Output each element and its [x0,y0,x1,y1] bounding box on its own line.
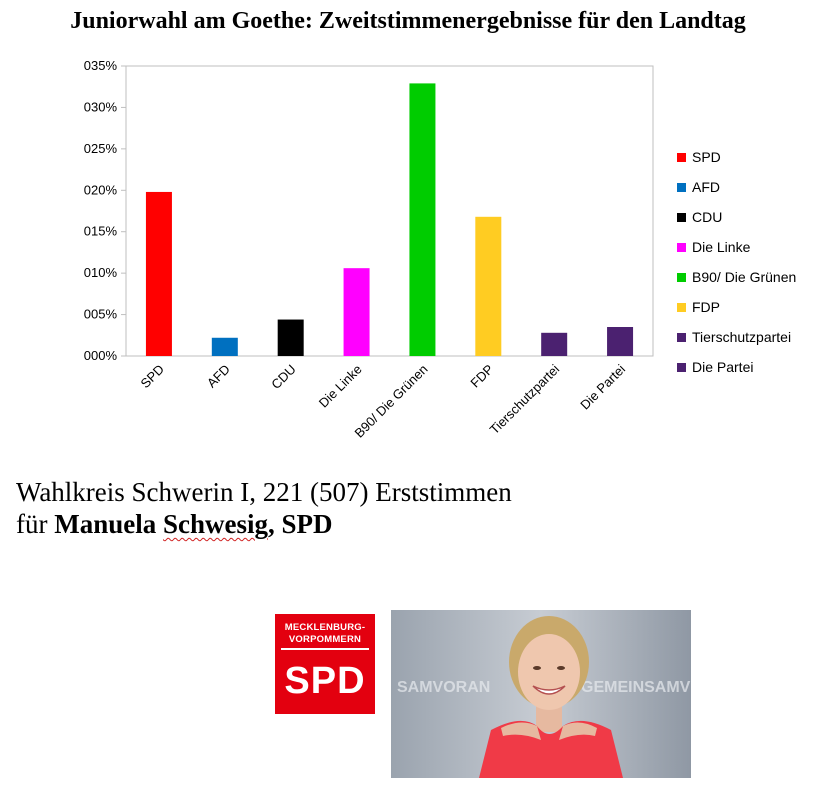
legend-swatch [677,182,686,192]
y-tick-label: 000% [84,348,118,363]
legend-item: Die Linke [677,232,796,262]
bar-tierschutzpartei [541,332,568,356]
legend-swatch [677,362,686,372]
x-tick-label: AFD [204,362,233,391]
logo-separator [281,648,369,650]
x-tick-label: Die Linke [316,362,365,411]
chart-legend: SPD AFD CDU Die Linke B90/ Die Grünen FDP Tier… [677,142,796,382]
y-tick-label: 035% [84,58,118,73]
x-tick-label: CDU [268,362,299,393]
candidate-last-name: Schwesig [163,509,269,539]
legend-label: Die Partei [692,359,754,375]
y-tick-label: 010% [84,265,118,280]
logo-line-1: MECKLENBURG- [284,622,366,633]
legend-item: Die Partei [677,352,796,382]
x-tick-label: Die Partei [577,361,628,412]
bar-cdu [277,319,304,356]
caption-prefix: für [16,509,55,539]
candidate-photo: SAMVORAN GEMEINSAMV [391,610,691,778]
spd-mv-logo: MECKLENBURG- VORPOMMERN SPD [275,614,375,714]
legend-item: B90/ Die Grünen [677,262,796,292]
bar-die-linke [343,268,370,356]
logo-mark: SPD [284,660,366,702]
candidate-party: , SPD [268,509,333,539]
legend-item: AFD [677,172,796,202]
legend-item: CDU [677,202,796,232]
legend-swatch [677,332,686,342]
legend-swatch [677,302,686,312]
legend-label: Die Linke [692,239,751,255]
legend-item: Tierschutzpartei [677,322,796,352]
bar-fdp [475,216,502,356]
caption-line-1: Wahlkreis Schwerin I, 221 (507) Erststim… [16,477,512,507]
bar-spd [145,191,172,356]
y-tick-label: 030% [84,99,118,114]
legend-label: SPD [692,149,721,165]
logo-line-2: VORPOMMERN [288,634,362,645]
legend-item: SPD [677,142,796,172]
bar-b90-die-gr-nen [409,83,436,357]
bar-afd [211,337,238,356]
chart-title: Juniorwahl am Goethe: Zweitstimmenergebn… [70,8,746,34]
photo-banner-right: GEMEINSAMV [581,679,691,696]
y-tick-label: 005% [84,307,118,322]
x-tick-label: FDP [467,362,496,391]
legend-label: B90/ Die Grünen [692,269,797,285]
bar-chart: 000% 005% 010% 015% 020% 025% 030% 035% SPD AFD CD… [84,58,654,441]
photo-banner-left: SAMVORAN [397,679,490,696]
legend-swatch [677,152,686,162]
y-tick-label: 020% [84,182,118,197]
y-tick-label: 025% [84,141,118,156]
y-tick-label: 015% [84,224,118,239]
legend-label: AFD [692,179,720,195]
legend-label: CDU [692,209,723,225]
candidate-first-name: Manuela [54,509,157,539]
legend-swatch [677,212,686,222]
legend-swatch [677,272,686,282]
x-tick-label: Tierschutzpartei [487,361,563,437]
plot-frame [125,65,654,357]
legend-label: Tierschutzpartei [692,329,792,345]
legend-swatch [677,242,686,252]
legend-item: FDP [677,292,796,322]
caption-line-2: für Manuela Schwesig, SPD [16,508,512,540]
constituency-caption: Wahlkreis Schwerin I, 221 (507) Erststim… [16,476,512,540]
legend-label: FDP [692,299,720,315]
x-tick-label: SPD [138,362,168,392]
bar-die-partei [607,327,634,356]
